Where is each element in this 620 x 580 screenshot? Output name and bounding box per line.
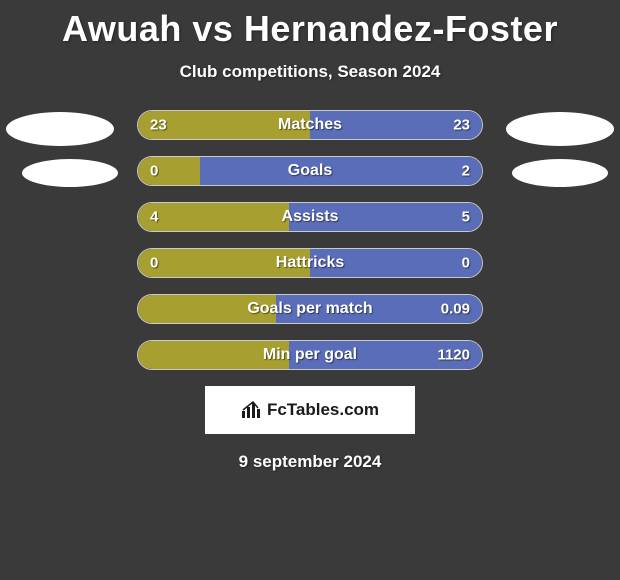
stat-value-left: 0 [150, 163, 158, 180]
stat-value-right: 0.09 [441, 301, 470, 318]
stat-value-right: 0 [462, 255, 470, 272]
stat-fill-left [138, 157, 200, 185]
stat-label: Assists [282, 208, 339, 226]
stat-fill-left [138, 203, 289, 231]
stat-fill-right [200, 157, 482, 185]
stat-value-right: 1120 [437, 347, 470, 364]
stat-value-left: 23 [150, 117, 167, 134]
stat-value-left: 4 [150, 209, 158, 226]
player-right-avatar-2 [512, 159, 608, 187]
stat-label: Min per goal [263, 346, 357, 364]
chart-bars-icon [241, 401, 263, 419]
subtitle: Club competitions, Season 2024 [0, 62, 620, 82]
stat-label: Goals [288, 162, 332, 180]
stat-row-assists: 4 Assists 5 [137, 202, 483, 232]
page-title: Awuah vs Hernandez-Foster [0, 0, 620, 50]
brand-box[interactable]: FcTables.com [205, 386, 415, 434]
stat-row-min-per-goal: Min per goal 1120 [137, 340, 483, 370]
player-left-avatar-1 [6, 112, 114, 146]
stat-value-right: 5 [462, 209, 470, 226]
stat-row-goals: 0 Goals 2 [137, 156, 483, 186]
brand-text: FcTables.com [267, 400, 379, 420]
stat-value-left: 0 [150, 255, 158, 272]
player-right-avatar-1 [506, 112, 614, 146]
stat-row-hattricks: 0 Hattricks 0 [137, 248, 483, 278]
date-line: 9 september 2024 [0, 452, 620, 472]
stats-area: 23 Matches 23 0 Goals 2 4 Assists 5 0 Ha… [0, 110, 620, 370]
stat-row-goals-per-match: Goals per match 0.09 [137, 294, 483, 324]
stat-value-right: 2 [462, 163, 470, 180]
player-left-avatar-2 [22, 159, 118, 187]
stat-label: Goals per match [247, 300, 372, 318]
stat-label: Hattricks [276, 254, 344, 272]
stat-label: Matches [278, 116, 342, 134]
stat-row-matches: 23 Matches 23 [137, 110, 483, 140]
stat-value-right: 23 [453, 117, 470, 134]
